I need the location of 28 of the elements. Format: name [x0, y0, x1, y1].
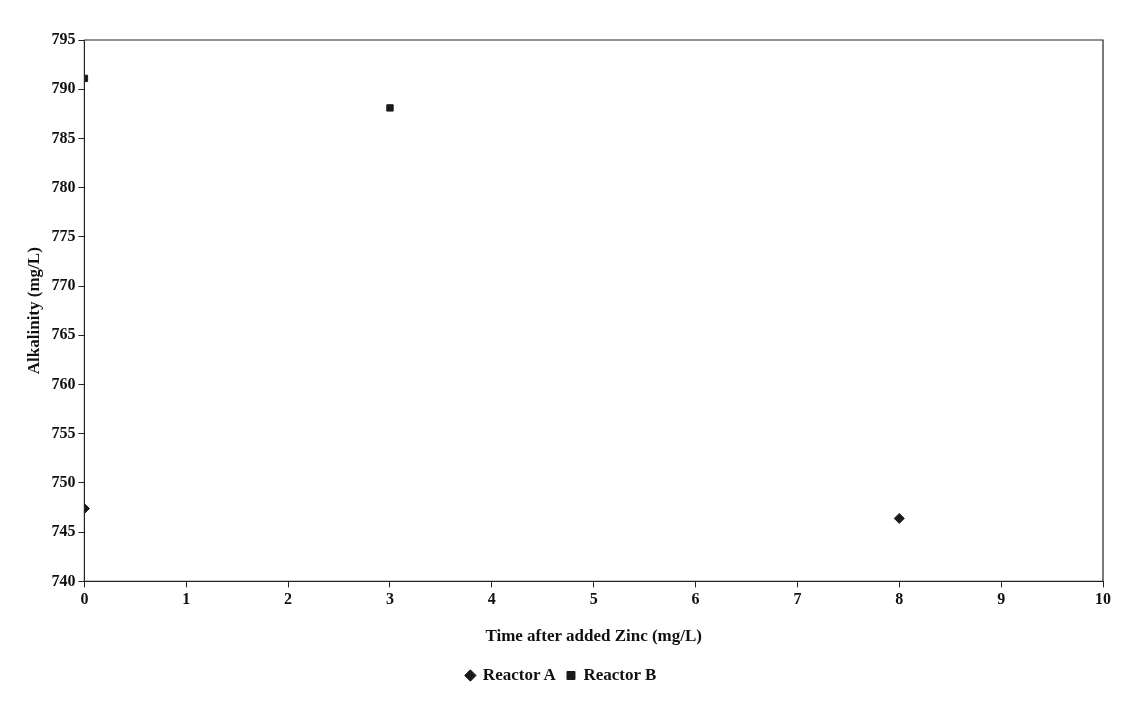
- legend-label: Reactor B: [583, 664, 657, 684]
- x-tick-label: 6: [691, 590, 700, 608]
- y-tick-label: 770: [51, 276, 76, 294]
- point: [386, 104, 394, 112]
- y-tick-label: 760: [51, 374, 76, 392]
- x-axis-title: Time after added Zinc (mg/L): [485, 626, 702, 646]
- y-tick-label: 745: [51, 522, 76, 540]
- x-tick-label: 2: [284, 590, 293, 608]
- y-tick-label: 750: [51, 473, 76, 491]
- y-tick-label: 765: [51, 325, 76, 343]
- y-tick-label: 755: [51, 423, 76, 441]
- y-tick-label: 795: [51, 30, 76, 48]
- x-tick-label: 9: [997, 590, 1006, 608]
- y-tick-label: 740: [51, 571, 76, 589]
- x-tick-label: 3: [385, 590, 394, 608]
- y-tick-label: 780: [51, 177, 76, 195]
- y-tick-label: 790: [51, 79, 76, 97]
- x-tick-label: 7: [793, 590, 802, 608]
- legend-label: Reactor A: [482, 664, 557, 684]
- x-tick-label: 5: [589, 590, 598, 608]
- y-tick-label: 785: [51, 128, 76, 146]
- y-tick-label: 775: [51, 227, 76, 245]
- x-tick-label: 10: [1095, 590, 1111, 608]
- x-tick-label: 8: [895, 590, 904, 608]
- x-tick-label: 0: [80, 590, 89, 608]
- x-tick-label: 4: [487, 590, 496, 608]
- x-tick-label: 1: [182, 590, 191, 608]
- y-axis-title: Alkalinity (mg/L): [23, 247, 43, 375]
